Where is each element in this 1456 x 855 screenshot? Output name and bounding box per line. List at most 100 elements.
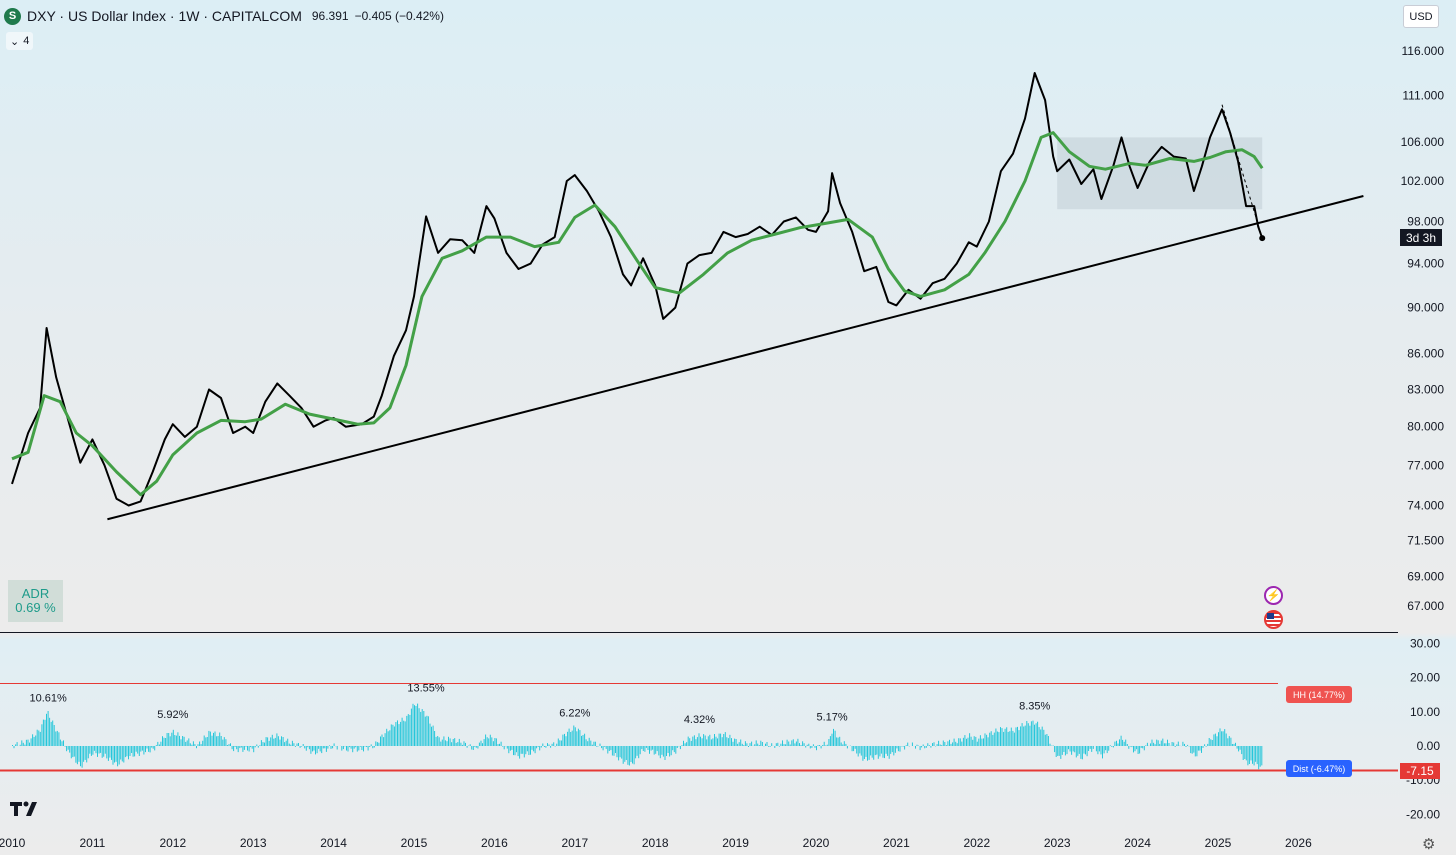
dist-bar [262, 742, 264, 746]
dist-bar [239, 746, 241, 749]
dist-bar [625, 746, 627, 760]
dist-bar [432, 725, 434, 746]
dist-bar [103, 746, 105, 757]
dist-bar [310, 746, 312, 754]
dist-bar [548, 744, 550, 746]
dist-bar [627, 746, 629, 765]
dist-bar [284, 742, 286, 746]
dist-bar [409, 714, 411, 746]
dist-bar [941, 745, 943, 746]
dist-bar [1219, 728, 1221, 746]
dist-bar [802, 741, 804, 746]
dist-bar [939, 744, 941, 746]
dist-bar [899, 746, 901, 752]
dist-bar [219, 732, 221, 746]
dist-bar [1230, 737, 1232, 746]
dist-bar [39, 731, 41, 746]
dist-bar [874, 746, 876, 756]
dist-bar [1052, 745, 1054, 746]
dist-bar [1177, 741, 1179, 746]
currency-button[interactable]: USD [1403, 5, 1439, 28]
dist-bar [434, 731, 436, 746]
dist-bar [998, 732, 1000, 746]
dist-bar [780, 743, 782, 746]
dist-bar [383, 737, 385, 746]
dist-bar [746, 743, 748, 746]
dist-bar [59, 739, 61, 746]
dist-bar [1168, 743, 1170, 746]
dist-bar [134, 746, 136, 757]
dist-bar [808, 743, 810, 746]
dist-bar [624, 746, 626, 762]
dist-bar [520, 746, 522, 754]
y-tick-label: 94.000 [1407, 257, 1444, 271]
dist-bar [330, 746, 332, 749]
dist-bar [291, 740, 293, 746]
dist-bar [845, 743, 847, 746]
dist-bar [731, 738, 732, 746]
dist-bar [622, 746, 624, 764]
dist-bar [143, 746, 145, 755]
dist-bar [75, 746, 77, 763]
dist-bar [1187, 744, 1189, 746]
dist-bar [254, 746, 256, 748]
dist-bar [820, 746, 822, 749]
dist-bar [1116, 740, 1117, 746]
dist-bar [111, 746, 112, 760]
dist-bar [423, 711, 425, 746]
dist-bar [129, 746, 131, 756]
dist-bar [1167, 739, 1168, 746]
dist-bar [905, 745, 907, 746]
dist-bar [454, 738, 456, 746]
y-tick-label: 90.000 [1407, 301, 1444, 315]
us-flag-icon[interactable] [1264, 610, 1283, 629]
dist-bar [1012, 730, 1014, 746]
dist-bar [593, 741, 595, 746]
dist-bar [1159, 743, 1161, 746]
dist-bar [1197, 746, 1199, 751]
dist-bar [949, 739, 950, 746]
dist-bar [155, 745, 157, 746]
dist-bar [346, 746, 347, 751]
dist-bar [522, 746, 524, 754]
dist-bar [632, 746, 633, 764]
dist-bar [146, 746, 148, 749]
dist-bar [168, 733, 170, 746]
dist-bar [984, 733, 986, 746]
symbol-logo-icon[interactable]: S [4, 7, 21, 25]
dist-bar [500, 741, 502, 746]
x-tick-label: 2021 [883, 836, 910, 850]
dist-bar [506, 746, 508, 749]
dist-bar [98, 746, 100, 754]
dist-bar [412, 703, 414, 746]
dist-bar [953, 738, 955, 746]
dist-bar [751, 741, 753, 746]
dist-bar [41, 724, 43, 746]
dist-bar [1114, 741, 1116, 746]
dist-bar [778, 746, 780, 747]
dist-bar [1041, 726, 1043, 746]
dist-bar [1035, 723, 1037, 746]
dist-bar [925, 746, 927, 748]
dist-bar [785, 744, 787, 746]
dist-bar [1001, 728, 1003, 746]
dist-bar [1089, 746, 1091, 749]
dist-bar [1015, 727, 1017, 746]
indicators-toggle[interactable]: ⌄ 4 [6, 32, 34, 50]
dist-bar [679, 746, 681, 750]
dist-bar [277, 736, 279, 746]
dist-bar [1126, 744, 1128, 746]
symbol-title[interactable]: DXY · US Dollar Index · 1W · CAPITALCOM [27, 8, 302, 24]
dist-bar [1136, 746, 1138, 750]
hh-tag-bg [1286, 686, 1352, 703]
dist-bar [53, 725, 55, 746]
lightning-icon[interactable]: ⚡ [1264, 586, 1283, 605]
dist-bar [859, 746, 861, 754]
dist-bar [460, 742, 462, 746]
dist-bar [61, 741, 63, 746]
gear-icon[interactable]: ⚙ [1422, 836, 1436, 853]
dist-bar [608, 746, 610, 751]
dist-bar [670, 746, 672, 756]
dist-bar [630, 746, 632, 762]
